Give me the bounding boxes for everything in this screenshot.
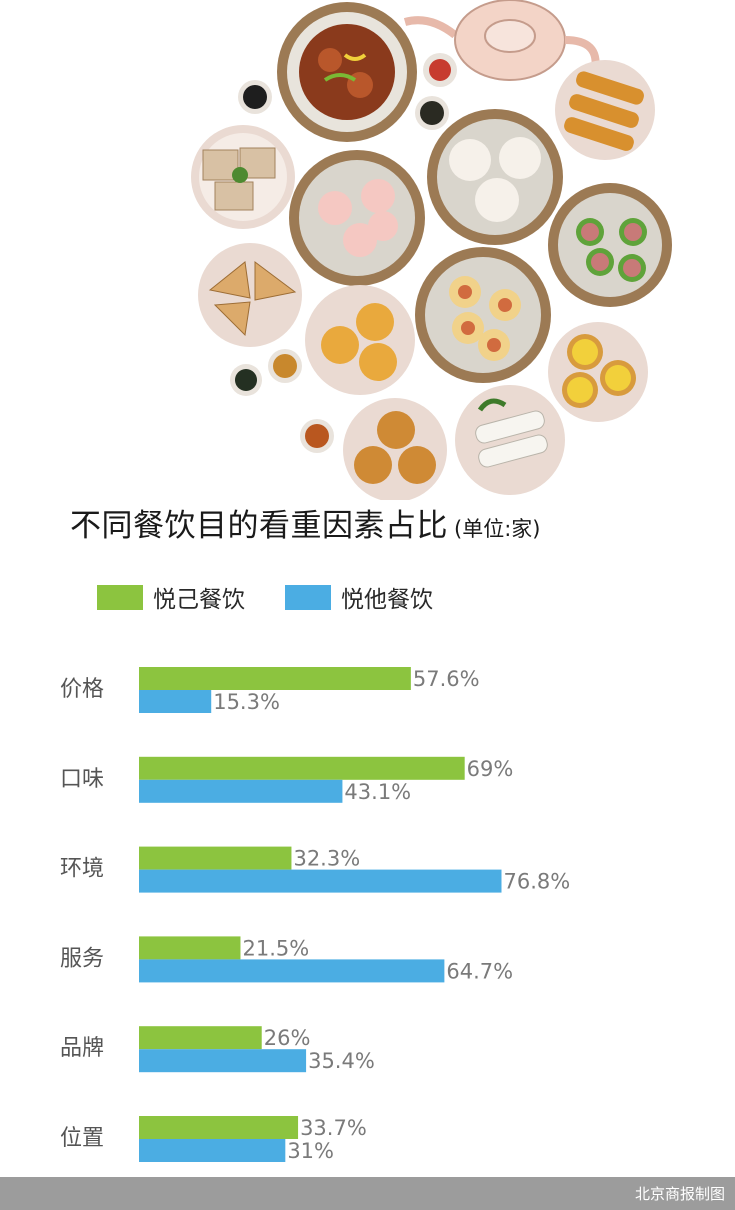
legend-swatch-others — [285, 584, 331, 610]
bar-others — [139, 959, 445, 983]
bar-self — [139, 1026, 262, 1050]
dim-sum-illustration — [191, 0, 672, 500]
bar-self — [139, 756, 465, 780]
bar-self — [139, 1116, 299, 1139]
data-label-self: 32.3% — [293, 847, 360, 871]
legend-item-others: 悦他餐饮 — [285, 580, 433, 614]
bar-others — [139, 1049, 307, 1073]
data-label-others: 15.3% — [213, 690, 280, 714]
bar-others — [139, 779, 343, 803]
rice-roll-icon — [455, 385, 565, 495]
chart-title: 不同餐饮目的看重因素占比 — [70, 508, 448, 544]
chart-legend: 悦己餐饮 悦他餐饮 — [97, 580, 433, 614]
radish-cake-icon — [191, 125, 295, 229]
category-label: 环境 — [60, 857, 104, 882]
data-label-self: 57.6% — [413, 667, 480, 691]
data-label-self: 69% — [467, 757, 514, 781]
legend-label-self: 悦己餐饮 — [153, 587, 245, 613]
stuffed-pepper-icon — [548, 183, 672, 307]
data-label-others: 35.4% — [308, 1049, 375, 1073]
sesame-toast-icon — [198, 243, 302, 347]
bar-self — [139, 667, 411, 690]
braised-dish-icon — [277, 2, 417, 142]
category-label: 口味 — [60, 767, 104, 792]
baked-bun-icon — [305, 285, 415, 395]
legend-label-others: 悦他餐饮 — [341, 587, 433, 613]
bar-self — [139, 936, 241, 960]
spring-roll-icon — [555, 60, 655, 160]
bar-others — [139, 869, 502, 893]
footer-credit: 北京商报制图 — [634, 1185, 725, 1203]
data-label-others: 31% — [287, 1139, 334, 1163]
data-label-others: 64.7% — [446, 959, 513, 983]
category-label: 服务 — [60, 946, 104, 971]
bao-icon — [427, 109, 563, 245]
har-gow-icon — [289, 150, 425, 286]
siu-mai-icon — [415, 247, 551, 383]
legend-item-self: 悦己餐饮 — [97, 580, 245, 614]
bar-others — [139, 1139, 286, 1162]
footer-bar: 北京商报制图 — [0, 1177, 735, 1210]
category-label: 品牌 — [60, 1036, 104, 1061]
legend-swatch-self — [97, 584, 143, 610]
bar-others — [139, 690, 212, 713]
bar-self — [139, 846, 292, 870]
chart-unit-note: (单位:家) — [454, 517, 541, 541]
sesame-ball-icon — [343, 398, 447, 500]
category-label: 价格 — [60, 677, 104, 702]
data-label-others: 76.8% — [503, 870, 570, 894]
data-label-self: 21.5% — [242, 936, 309, 960]
egg-tart-icon — [548, 322, 648, 422]
data-label-self: 33.7% — [300, 1116, 367, 1140]
data-label-self: 26% — [264, 1026, 311, 1050]
teapot-icon — [403, 0, 600, 81]
data-label-others: 43.1% — [344, 780, 411, 804]
sauce-dish-icon — [230, 53, 457, 453]
chart-title-row: 不同餐饮目的看重因素占比 (单位:家) — [70, 500, 540, 545]
category-label: 位置 — [60, 1126, 104, 1151]
